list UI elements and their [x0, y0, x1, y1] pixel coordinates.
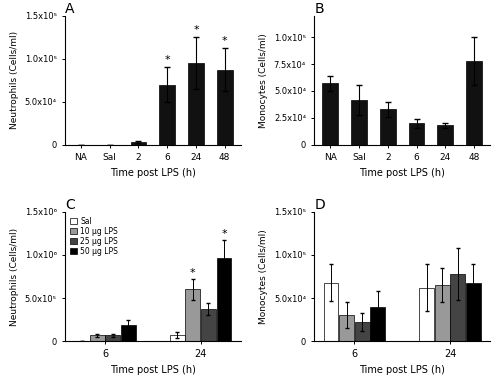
Bar	[435, 285, 450, 341]
Text: D: D	[314, 198, 325, 212]
Bar	[324, 283, 338, 341]
Bar	[380, 109, 396, 145]
Bar	[370, 307, 385, 341]
Bar	[339, 315, 354, 341]
Bar	[419, 288, 434, 341]
Bar	[130, 142, 146, 145]
Bar	[121, 325, 136, 341]
Bar	[466, 283, 481, 341]
Bar	[106, 336, 120, 341]
Bar	[170, 335, 184, 341]
Y-axis label: Neutrophils (Cells/ml): Neutrophils (Cells/ml)	[10, 31, 19, 129]
Text: *: *	[193, 25, 199, 34]
X-axis label: Time post LPS (h): Time post LPS (h)	[360, 168, 445, 178]
Legend: Sal, 10 µg LPS, 25 µg LPS, 50 µg LPS: Sal, 10 µg LPS, 25 µg LPS, 50 µg LPS	[69, 216, 119, 257]
Bar	[450, 274, 465, 341]
Text: B: B	[314, 2, 324, 16]
Y-axis label: Monocytes (Cells/ml): Monocytes (Cells/ml)	[260, 229, 268, 324]
Bar	[201, 309, 216, 341]
Text: *: *	[164, 55, 170, 65]
Bar	[438, 125, 454, 145]
Bar	[90, 336, 104, 341]
Text: A: A	[65, 2, 74, 16]
Bar	[466, 61, 482, 145]
Text: C: C	[65, 198, 75, 212]
Bar	[216, 258, 232, 341]
Bar	[322, 83, 338, 145]
Bar	[160, 85, 175, 145]
Bar	[355, 322, 370, 341]
Bar	[408, 123, 424, 145]
Text: *: *	[222, 229, 227, 239]
Text: *: *	[222, 36, 228, 46]
Text: *: *	[190, 267, 196, 278]
Bar	[188, 63, 204, 145]
Bar	[351, 100, 367, 145]
X-axis label: Time post LPS (h): Time post LPS (h)	[360, 365, 445, 375]
Y-axis label: Monocytes (Cells/ml): Monocytes (Cells/ml)	[259, 33, 268, 128]
Bar	[186, 289, 200, 341]
X-axis label: Time post LPS (h): Time post LPS (h)	[110, 365, 196, 375]
X-axis label: Time post LPS (h): Time post LPS (h)	[110, 168, 196, 178]
Y-axis label: Neutrophils (Cells/ml): Neutrophils (Cells/ml)	[10, 227, 19, 325]
Bar	[217, 70, 232, 145]
